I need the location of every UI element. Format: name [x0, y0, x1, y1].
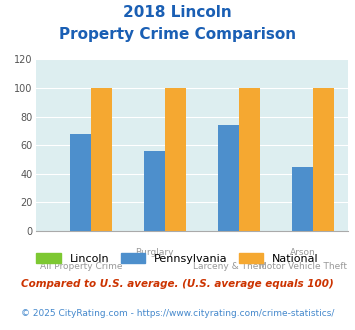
Legend: Lincoln, Pennsylvania, National: Lincoln, Pennsylvania, National [32, 248, 323, 268]
Bar [313, 88, 334, 231]
Text: Property Crime Comparison: Property Crime Comparison [59, 27, 296, 42]
Text: Motor Vehicle Theft: Motor Vehicle Theft [259, 262, 346, 271]
Bar [165, 88, 186, 231]
Bar [144, 151, 165, 231]
Bar [218, 125, 239, 231]
Bar [239, 88, 260, 231]
Text: All Property Crime: All Property Crime [39, 262, 122, 271]
Text: Larceny & Theft: Larceny & Theft [193, 262, 265, 271]
Bar [91, 88, 112, 231]
Text: Burglary: Burglary [136, 248, 174, 257]
Bar [70, 134, 91, 231]
Bar [292, 167, 313, 231]
Text: © 2025 CityRating.com - https://www.cityrating.com/crime-statistics/: © 2025 CityRating.com - https://www.city… [21, 309, 334, 317]
Text: 2018 Lincoln: 2018 Lincoln [123, 5, 232, 20]
Text: Compared to U.S. average. (U.S. average equals 100): Compared to U.S. average. (U.S. average … [21, 279, 334, 289]
Text: Arson: Arson [290, 248, 316, 257]
